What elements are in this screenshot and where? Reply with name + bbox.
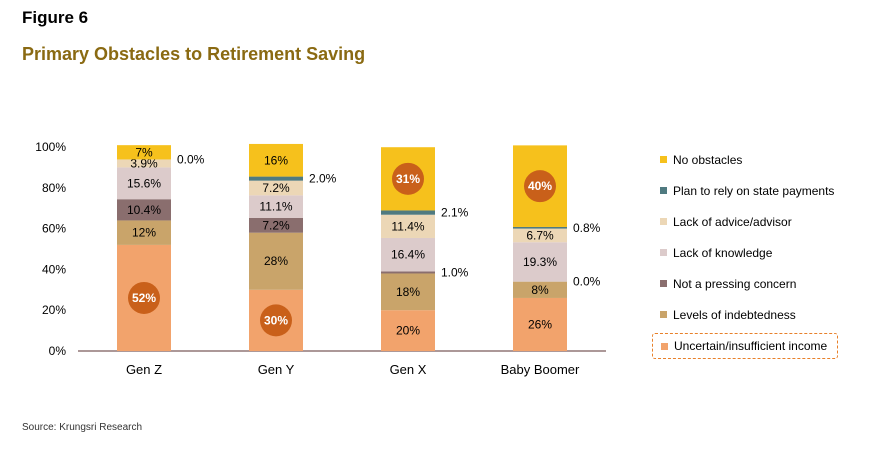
- data-label: 12%: [132, 226, 156, 240]
- data-label: 10.4%: [127, 203, 161, 217]
- legend-item: No obstacles: [660, 144, 860, 175]
- bar-segment: [249, 195, 303, 218]
- bar-segment: [117, 145, 171, 160]
- bar-segment: [381, 214, 435, 238]
- data-label: 15.6%: [127, 176, 161, 190]
- legend-item: Uncertain/insufficient income: [652, 333, 838, 359]
- data-label: 11.4%: [391, 219, 424, 233]
- y-tick-label: 60%: [42, 222, 66, 236]
- data-label: 52%: [132, 291, 156, 305]
- data-label: 1.0%: [441, 265, 469, 279]
- y-tick-label: 20%: [42, 303, 66, 317]
- legend-label: Not a pressing concern: [673, 276, 797, 291]
- x-category-label: Baby Boomer: [501, 362, 580, 377]
- bar-segment: [381, 237, 435, 272]
- highlight-circle: [392, 162, 424, 195]
- bar-segment: [381, 210, 435, 215]
- y-tick-label: 0%: [49, 344, 67, 358]
- bar-segment: [249, 143, 303, 177]
- x-category-label: Gen Y: [258, 362, 295, 377]
- source-note: Source: Krungsri Research: [22, 422, 143, 433]
- x-category-label: Gen Z: [126, 362, 162, 377]
- bar-segment: [513, 281, 567, 298]
- legend-item: Lack of advice/advisor: [660, 206, 860, 237]
- figure-label: Figure 6: [22, 8, 89, 27]
- bar-segment: [513, 226, 567, 229]
- data-label: 2.0%: [309, 172, 337, 186]
- legend-item: Plan to rely on state payments: [660, 175, 860, 206]
- legend-label: No obstacles: [673, 152, 743, 167]
- legend-item: Levels of indebtedness: [660, 299, 860, 330]
- bar-segment: [249, 176, 303, 181]
- highlight-circle: [260, 304, 292, 337]
- data-label: 19.3%: [523, 255, 557, 269]
- data-label: 30%: [264, 313, 288, 327]
- legend-swatch: [660, 249, 667, 256]
- data-label: 6.7%: [526, 228, 554, 242]
- highlight-circle: [524, 170, 556, 203]
- data-label: 18%: [396, 285, 420, 299]
- bar-segment: [381, 271, 435, 274]
- legend-swatch: [660, 280, 667, 287]
- bar-segment: [513, 242, 567, 282]
- data-label: 16%: [264, 153, 288, 167]
- legend-swatch: [660, 311, 667, 318]
- legend-item: Lack of knowledge: [660, 237, 860, 268]
- legend-label: Lack of advice/advisor: [673, 214, 792, 229]
- data-label: 31%: [396, 172, 420, 186]
- bar-segment: [117, 220, 171, 245]
- bar-segment: [117, 199, 171, 221]
- bar-segment: [513, 228, 567, 243]
- legend-label: Levels of indebtedness: [673, 307, 796, 322]
- data-label: 7.2%: [262, 218, 290, 232]
- legend-label: Plan to rely on state payments: [673, 183, 835, 198]
- data-label: 0.0%: [573, 275, 601, 289]
- bar-segment: [249, 180, 303, 196]
- data-label: 2.1%: [441, 206, 469, 220]
- legend-item: Not a pressing concern: [660, 268, 860, 299]
- data-label: 16.4%: [391, 248, 425, 262]
- data-label: 3.9%: [130, 156, 158, 170]
- data-label: 8%: [531, 283, 549, 297]
- legend-swatch: [660, 156, 667, 163]
- y-tick-label: 100%: [35, 140, 66, 154]
- bar-segment: [117, 167, 171, 200]
- bar-segment: [249, 217, 303, 233]
- bar-segment: [249, 232, 303, 290]
- bar-segment: [513, 297, 567, 351]
- data-label: 7.2%: [262, 181, 290, 195]
- legend-swatch: [660, 187, 667, 194]
- chart-legend: No obstacles Plan to rely on state paymen…: [652, 144, 860, 359]
- bar-segment: [381, 310, 435, 351]
- y-tick-label: 80%: [42, 181, 66, 195]
- x-category-label: Gen X: [390, 362, 427, 377]
- chart-title: Primary Obstacles to Retirement Saving: [22, 44, 366, 64]
- data-label: 0.0%: [177, 152, 205, 166]
- data-label: 20%: [396, 324, 420, 338]
- y-tick-label: 40%: [42, 262, 66, 276]
- bar-segment: [381, 273, 435, 311]
- legend-label: Lack of knowledge: [673, 245, 773, 260]
- data-label: 7%: [135, 145, 153, 159]
- data-label: 28%: [264, 254, 288, 268]
- bar-segment: [117, 159, 171, 168]
- legend-swatch: [661, 342, 668, 350]
- highlight-circle: [128, 281, 160, 314]
- data-label: 26%: [528, 317, 552, 331]
- legend-label: Uncertain/insufficient income: [674, 339, 828, 353]
- legend-swatch: [660, 218, 667, 225]
- data-label: 0.8%: [573, 221, 601, 235]
- data-label: 11.1%: [259, 200, 292, 214]
- data-label: 40%: [528, 179, 552, 193]
